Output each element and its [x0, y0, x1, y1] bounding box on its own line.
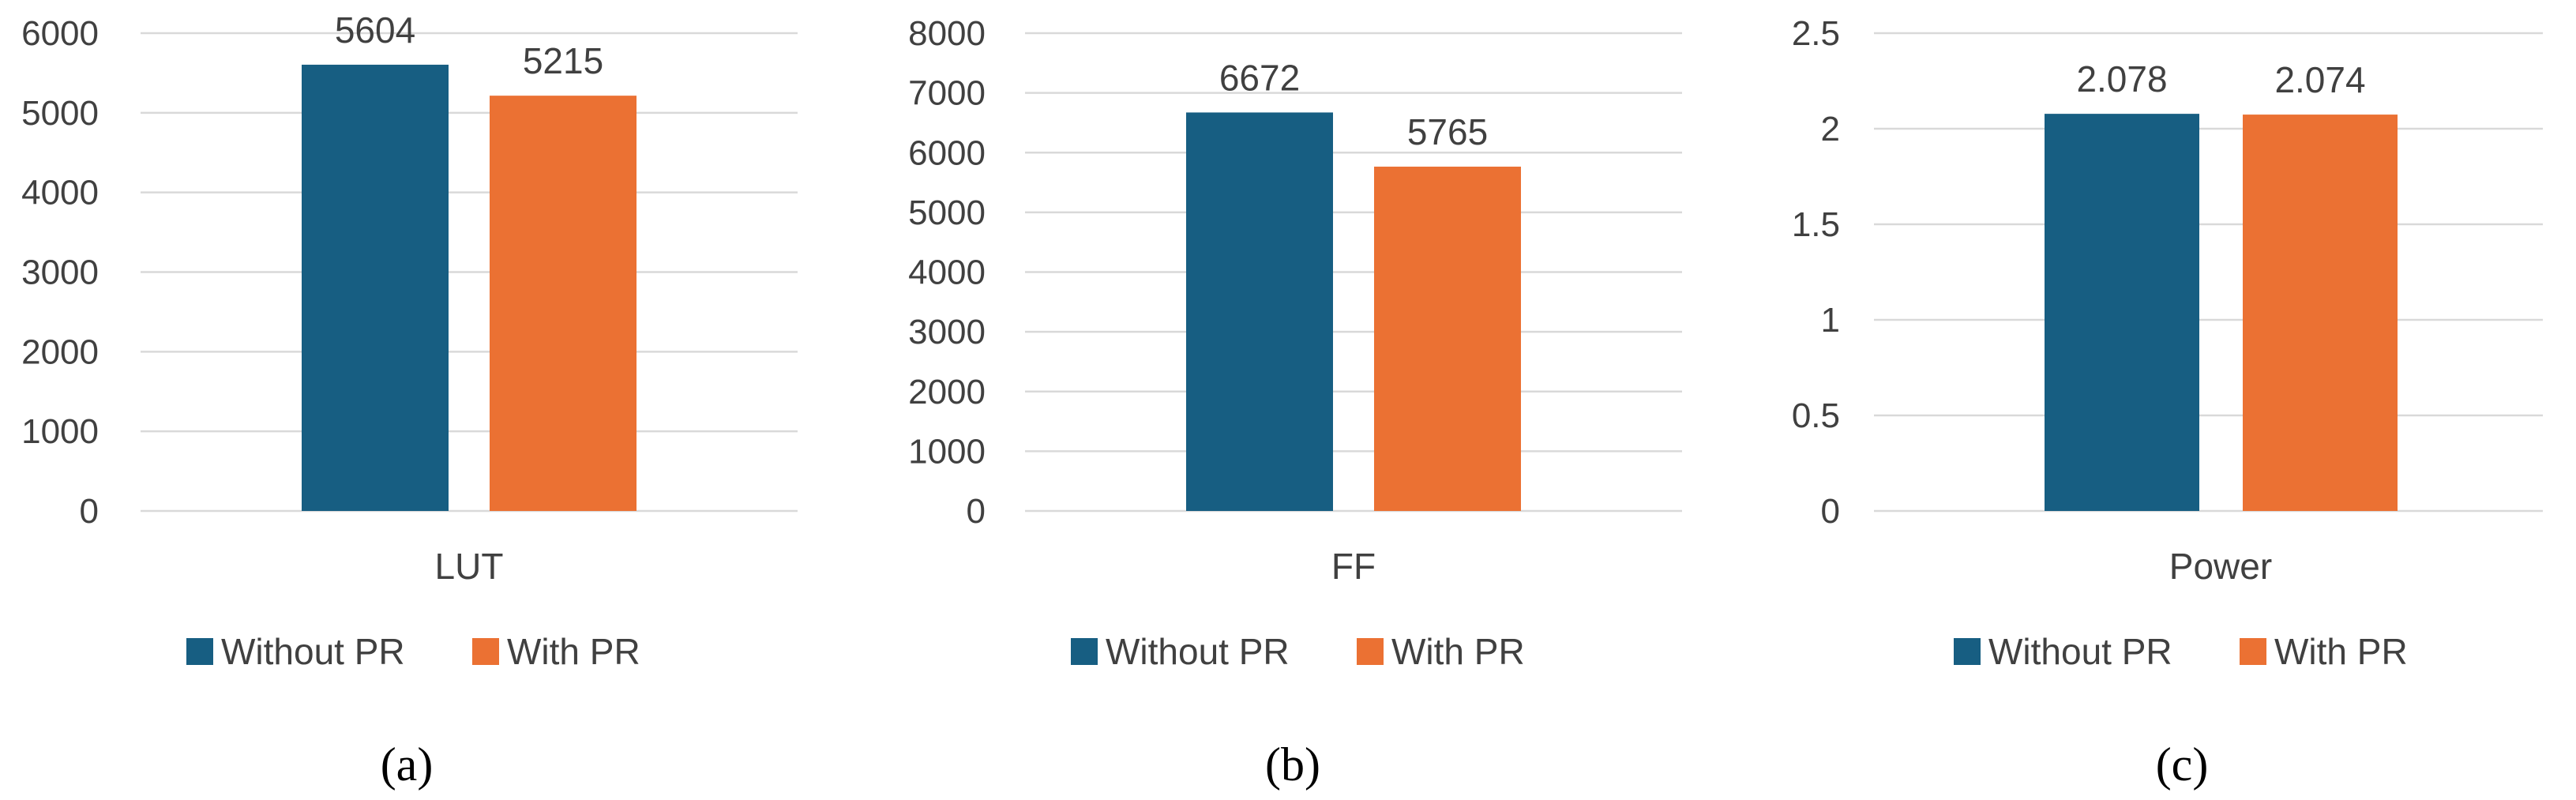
legend-swatch-without-pr: [1954, 638, 1981, 665]
bar-without-pr: [302, 64, 449, 512]
legend-label-with-pr: With PR: [1391, 631, 1525, 672]
panel-caption: (c): [2156, 738, 2209, 791]
x-category-label: FF: [1331, 546, 1376, 587]
panel-caption: (b): [1265, 738, 1320, 791]
legend-swatch-with-pr: [2240, 638, 2266, 665]
data-label: 5765: [1407, 111, 1488, 152]
y-tick-label: 8000: [908, 14, 986, 53]
y-tick-label: 1.5: [1792, 205, 1840, 244]
legend-label-with-pr: With PR: [2274, 631, 2408, 672]
y-tick-label: 7000: [908, 74, 986, 113]
data-label: 2.078: [2076, 58, 2167, 100]
chart-panel-1: 0 1000 2000 3000 4000 5000 6000 5604 5215 LUT With…: [21, 9, 798, 791]
y-tick-label: 0: [80, 492, 99, 531]
legend-swatch-with-pr: [1357, 638, 1384, 665]
data-label: 5215: [523, 40, 603, 81]
y-tick-label: 2: [1821, 110, 1840, 148]
bar-without-pr: [2045, 114, 2199, 511]
y-tick-label: 5000: [908, 193, 986, 232]
y-tick-label: 6000: [21, 14, 99, 53]
legend-label-without-pr: Without PR: [1988, 631, 2172, 672]
panel-caption: (a): [381, 738, 434, 791]
data-label: 6672: [1219, 57, 1300, 98]
data-label: 2.074: [2274, 59, 2365, 100]
y-tick-label: 5000: [21, 94, 99, 133]
chart-panel-3: 0 0.5 1 1.5 2 2.5 2.078 2.074 Power Without PR Wit…: [1792, 14, 2543, 791]
y-tick-label: 0.5: [1792, 396, 1840, 435]
legend-swatch-without-pr: [1071, 638, 1098, 665]
bar-with-pr: [1374, 167, 1521, 511]
y-tick-label: 1000: [908, 432, 986, 471]
legend-label-without-pr: Without PR: [221, 631, 405, 672]
y-tick-label: 0: [1821, 492, 1840, 531]
y-tick-label: 6000: [908, 133, 986, 172]
y-tick-label: 2.5: [1792, 14, 1840, 53]
bar-with-pr: [490, 96, 636, 511]
data-label: 5604: [335, 9, 415, 51]
y-tick-label: 3000: [908, 313, 986, 351]
legend-label-without-pr: Without PR: [1106, 631, 1290, 672]
y-tick-label: 3000: [21, 254, 99, 292]
y-tick-label: 2000: [21, 332, 99, 371]
y-tick-label: 1: [1821, 301, 1840, 340]
bar-with-pr: [2243, 115, 2398, 512]
y-tick-label: 1000: [21, 412, 99, 451]
chart-panel-2: 0 1000 2000 3000 4000 5000 6000 7000 8000 6672 576…: [908, 14, 1682, 791]
y-tick-label: 4000: [908, 254, 986, 292]
legend-swatch-without-pr: [186, 638, 213, 665]
x-category-label: LUT: [435, 546, 504, 587]
bar-without-pr: [1186, 112, 1333, 511]
y-tick-label: 4000: [21, 174, 99, 212]
y-tick-label: 2000: [908, 373, 986, 411]
legend-label-with-pr: With PR: [507, 631, 640, 672]
legend-swatch-with-pr: [472, 638, 499, 665]
y-tick-label: 0: [967, 492, 986, 531]
x-category-label: Power: [2169, 546, 2272, 587]
